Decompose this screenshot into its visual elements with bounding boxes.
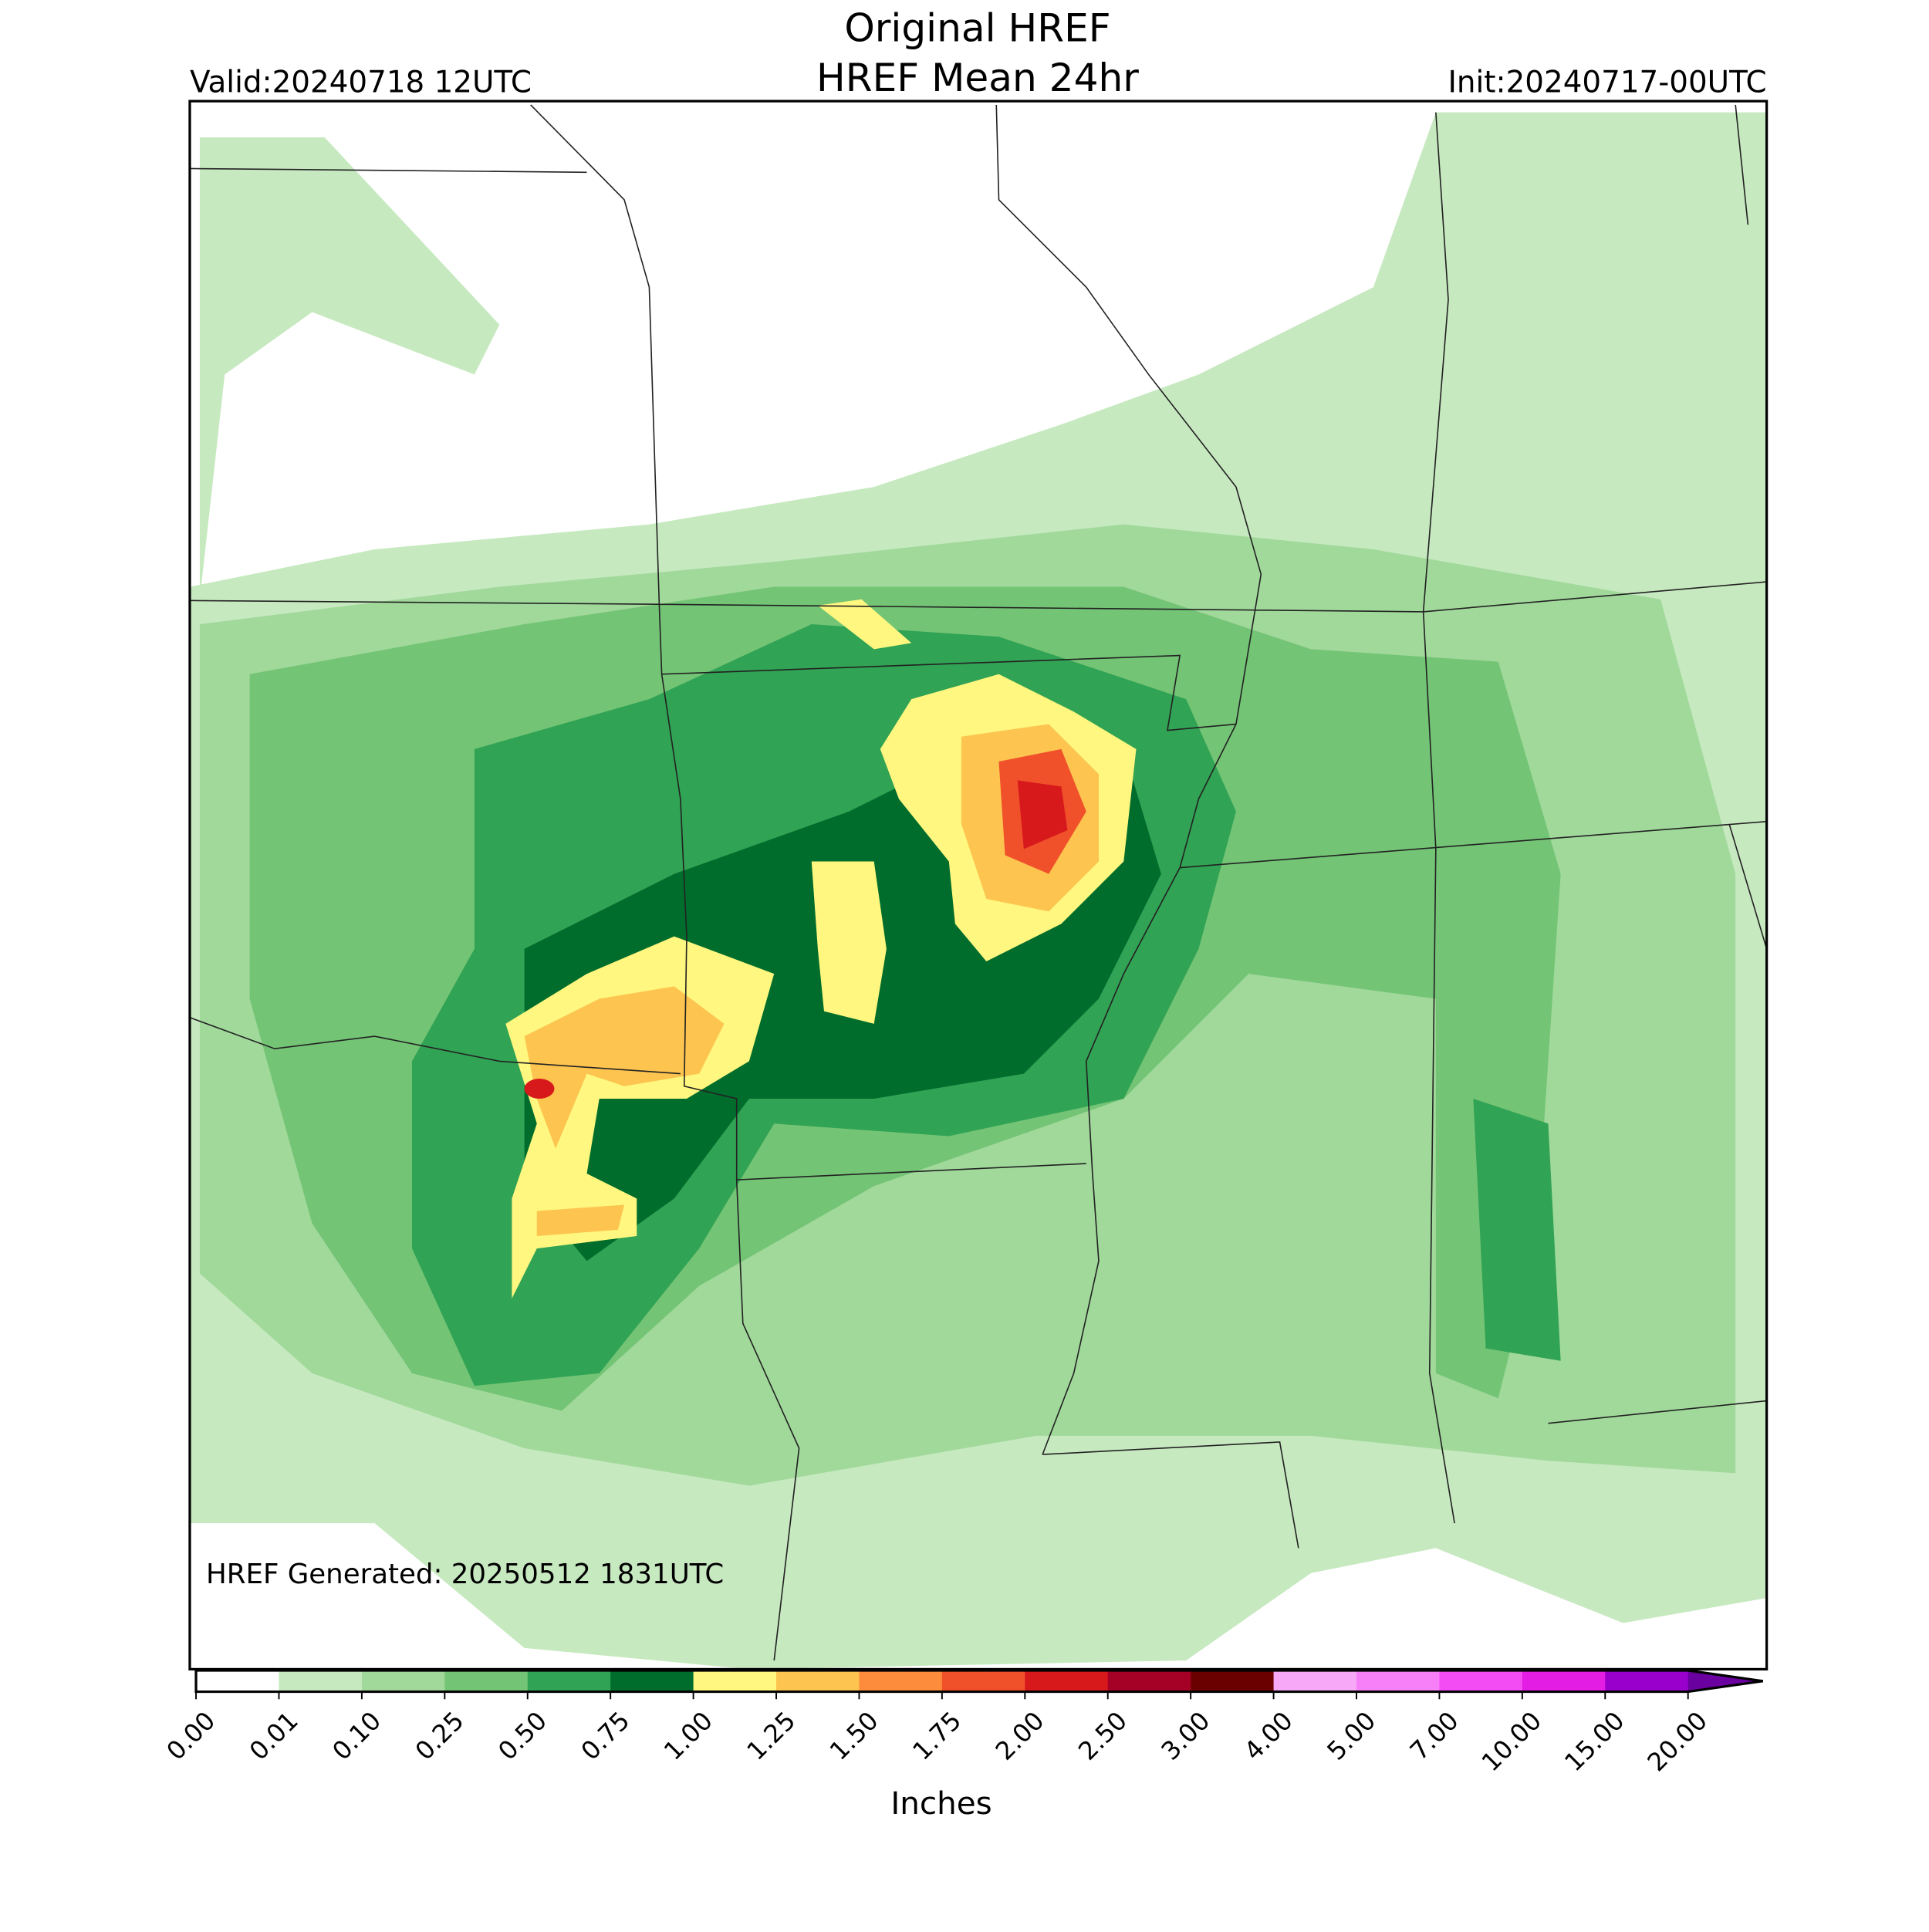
precip-heavy [1473,1098,1561,1361]
color-swatch [859,1670,943,1692]
valid-time: Valid:20240718 12UTC [190,66,532,100]
colorbar-tick-label: 2.00 [990,1706,1050,1766]
precip-yellow [811,861,887,1024]
colorbar-label: Inches [890,1785,992,1822]
color-swatch [361,1670,446,1692]
color-swatch [1522,1670,1606,1692]
colorbar-tick-label: 0.01 [244,1706,304,1766]
color-swatch [444,1670,529,1692]
title: Original HREF [844,5,1110,50]
color-swatch [941,1670,1026,1692]
colorbar-tick-label: 1.25 [742,1706,802,1766]
colorbar-tick-label: 3.00 [1156,1706,1216,1766]
colorbar-tick-label: 0.75 [576,1706,636,1766]
colorbar-outline [194,1669,1764,1694]
colorbar-tick-label: 7.00 [1404,1706,1464,1766]
colorbar-tick-label: 1.50 [824,1706,884,1766]
colorbar-tick-label: 0.25 [410,1706,470,1766]
color-swatch [1191,1670,1275,1692]
init-time: Init:20240717-00UTC [1448,66,1766,100]
colorbar: Inches 0.00 0.01 0.10 0.25 0.50 0.75 1.00 1.25 1… [161,1669,1764,1822]
colorbar-tick-label: 1.00 [658,1706,718,1766]
color-swatch [1356,1670,1441,1692]
colorbar-tick-label: 0.50 [492,1706,552,1766]
colorbar-tick-label: 1.75 [907,1706,967,1766]
colorbar-tick-label: 15.00 [1559,1706,1630,1777]
color-swatch [196,1670,280,1692]
precip-orange [536,1204,625,1236]
color-swatch [693,1670,777,1692]
precip-yellow [817,599,912,650]
colorbar-tick-label: 10.00 [1476,1706,1547,1777]
precip-orange [524,986,725,1149]
color-swatch [1273,1670,1357,1692]
color-swatch [279,1670,363,1692]
colorbar-tick-label: 0.00 [161,1706,221,1766]
color-swatch [1605,1670,1689,1692]
state-borders [189,104,1767,1661]
colorbar-tick-label: 2.50 [1073,1706,1133,1766]
colorbar-tick-label: 4.00 [1238,1706,1299,1766]
colorbar-tick-label: 5.00 [1322,1706,1382,1766]
color-swatch [610,1670,694,1692]
color-swatch [1025,1670,1109,1692]
color-swatch [1107,1670,1191,1692]
precip-light [199,137,500,600]
generated-time: HREF Generated: 20250512 1831UTC [206,1559,724,1590]
precip-darkred [524,1079,555,1099]
colorbar-tick-label: 0.10 [326,1706,387,1766]
subtitle: HREF Mean 24hr [816,55,1139,100]
map: HREF Generated: 20250512 1831UTC [188,100,1769,1671]
color-swatch [1439,1670,1523,1692]
color-swatch [527,1670,611,1692]
precip-darkred [1017,780,1068,849]
colorbar-extend [1687,1670,1763,1692]
colorbar-tick-label: 20.00 [1642,1706,1713,1777]
color-swatch [776,1670,860,1692]
